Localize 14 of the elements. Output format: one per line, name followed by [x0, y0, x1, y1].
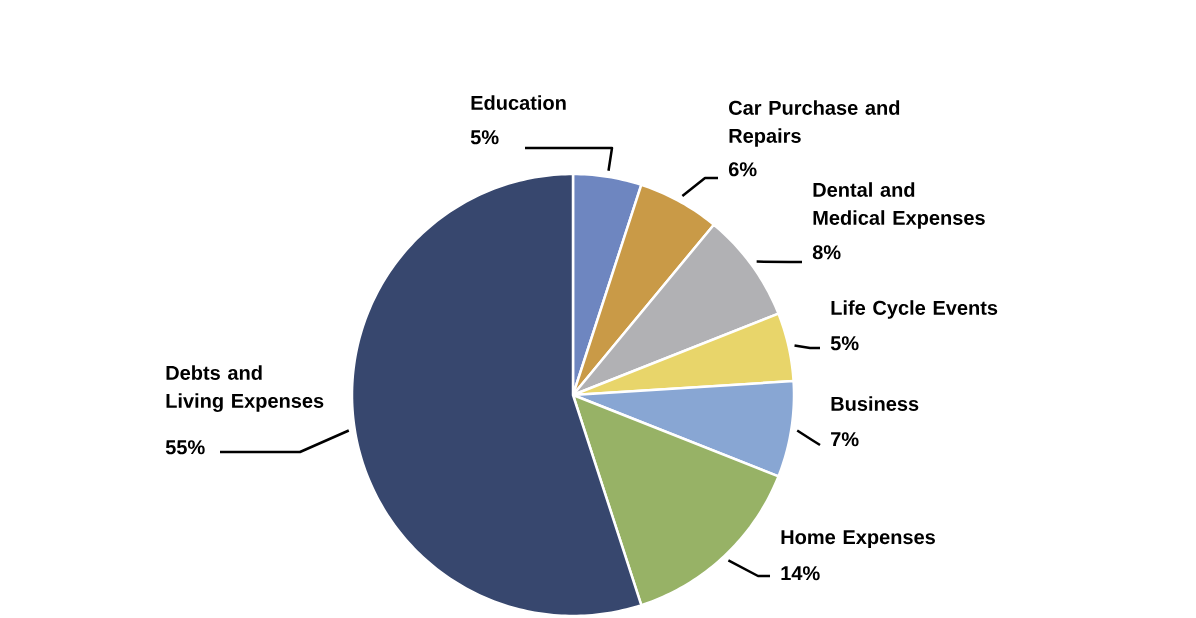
slice-label: Debts and Living Expenses	[166, 365, 324, 412]
slice-label: Business	[831, 396, 919, 411]
slice-label: Dental and Medical Expenses	[813, 182, 985, 229]
data-label: 7%	[831, 432, 859, 447]
data-label: 14%	[781, 566, 820, 581]
slice-label: Home Expenses	[781, 530, 935, 549]
data-label: 5%	[830, 336, 859, 351]
data-label: 55%	[165, 440, 205, 455]
data-label: 6%	[728, 162, 757, 177]
data-label: 5%	[470, 130, 499, 145]
slice-label: Education	[471, 95, 566, 110]
slice-label: Car Purchase and Repairs	[729, 100, 900, 147]
data-label: 8%	[812, 245, 841, 260]
slice-label: Life Cycle Events	[831, 300, 998, 319]
